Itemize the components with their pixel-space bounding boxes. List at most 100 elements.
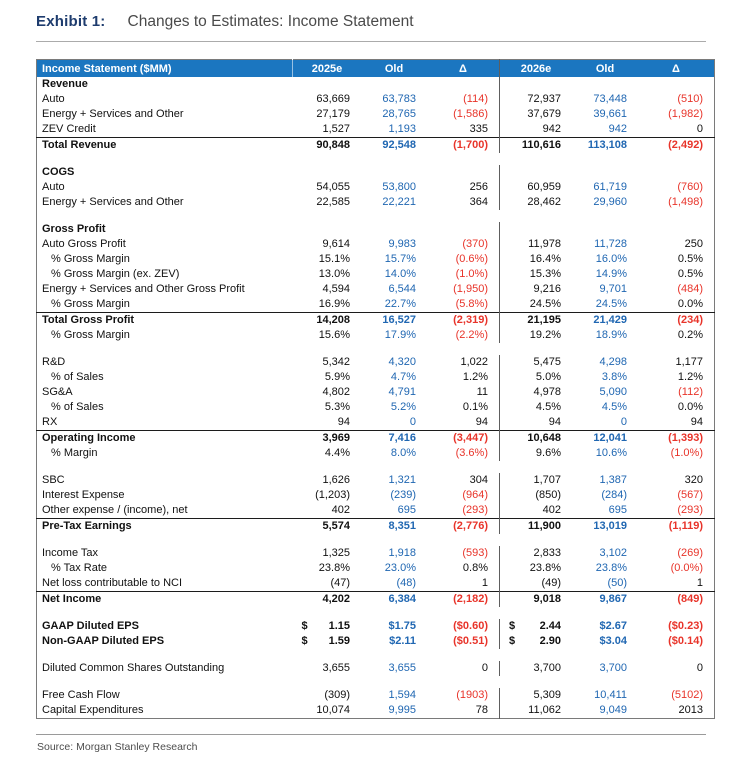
spacer-row (37, 210, 715, 222)
cell-2026e-old: 24.5% (595, 298, 627, 310)
cell-2026e: 9.6% (535, 447, 561, 459)
table-row (37, 343, 715, 355)
cell-2026e-delta: (2,492) (638, 137, 715, 153)
cell-2025e: 3,969 (292, 430, 361, 446)
source-note: Source: Morgan Stanley Research (37, 741, 198, 753)
cell-2025e-delta: 0 (427, 661, 500, 676)
row-label: Total Revenue (36, 137, 293, 153)
cell-2026e: 942 (542, 123, 561, 135)
footer-divider (36, 734, 706, 735)
row-label: Net Income (36, 591, 293, 607)
cell-2026e-old: $2.67 (599, 620, 627, 632)
column-header-2025e-old: Old (361, 59, 427, 77)
cell-2025e-delta: (1,586) (427, 107, 500, 122)
cell-2025e-delta (427, 165, 500, 180)
cell-2026e-old: 5,090 (599, 386, 627, 398)
spacer-row (37, 607, 715, 619)
table-row: % Gross Margin (ex. ZEV) 13.0% 14.0% (1.0%)… (37, 267, 715, 282)
table-row (37, 153, 715, 165)
cell-2026e-delta: 0.0% (677, 401, 703, 413)
column-header-2025e: 2025e (292, 59, 361, 77)
cell-2025e-delta: (3,447) (427, 430, 500, 446)
cell-2025e-delta (427, 222, 500, 237)
spacer-row (37, 676, 715, 688)
table-row (37, 534, 715, 546)
header-divider (36, 41, 706, 42)
cell-2025e-old: $2.11 (389, 635, 416, 647)
cell-2025e-old: 15.7% (384, 253, 416, 265)
cell-2026e-delta (638, 165, 715, 180)
cell-2026e-delta: (849) (638, 591, 715, 607)
cell-2025e-delta: 1.2% (427, 370, 500, 385)
cell-2025e-old: 5.2% (390, 401, 416, 413)
cell-2026e: 37,679 (527, 108, 561, 120)
cell-2025e-delta: (1,700) (427, 137, 500, 153)
cell-2026e-delta: 0.2% (677, 329, 703, 341)
row-label: % Gross Margin (ex. ZEV) (51, 268, 180, 280)
cell-2025e (293, 77, 362, 92)
cell-2026e: 402 (542, 504, 561, 516)
row-label: % Gross Margin (51, 329, 130, 341)
row-label: RX (42, 416, 58, 428)
cell-2025e-delta: (2.2%) (427, 328, 500, 343)
cell-2025e: 16.9% (318, 298, 350, 310)
table-body: Revenue Auto 63,669 63,783 (114) 72,937 73,448… (36, 77, 715, 719)
table-row: % of Sales 5.9% 4.7% 1.2% 5.0% 3.8% 1.2% (37, 370, 715, 385)
cell-2026e: 9,216 (533, 283, 561, 295)
cell-2026e-old: 9,867 (572, 591, 638, 607)
page: Exhibit 1: Changes to Estimates: Income … (36, 13, 715, 753)
table-row: RX 94 0 94 94 0 94 (37, 415, 715, 431)
cell-2026e-old: 23.8% (595, 562, 627, 574)
cell-2026e-old: 73,448 (593, 93, 627, 105)
cell-2025e-old: 4.7% (390, 371, 416, 383)
cell-2025e-delta: 0.8% (427, 561, 500, 576)
cell-2026e-delta: (484) (677, 283, 703, 295)
cell-2026e-delta: (1,498) (668, 196, 703, 208)
row-label: Income Tax (42, 547, 99, 559)
row-label: Energy + Services and Other Gross Profit (42, 283, 245, 295)
cell-2025e-delta: ($0.60) (427, 619, 500, 634)
cell-2026e-old: 10.6% (595, 447, 627, 459)
cell-2026e: 5.0% (535, 371, 561, 383)
cell-2025e-old: 92,548 (361, 137, 427, 153)
table-row: Auto 63,669 63,783 (114) 72,937 73,448 (510) (37, 92, 715, 107)
cell-2025e-old: 6,384 (361, 591, 427, 607)
table-row: % Tax Rate 23.8% 23.0% 0.8% 23.8% 23.8% (0.0%) (37, 561, 715, 576)
cell-2026e-delta: 250 (684, 238, 703, 250)
cell-2026e: 28,462 (527, 196, 561, 208)
cell-2025e-delta (427, 77, 500, 92)
cell-2026e-old: 3.8% (601, 371, 627, 383)
currency-symbol: $ (509, 635, 516, 647)
cell-2026e: 72,937 (527, 93, 561, 105)
cell-2026e-delta: 0.5% (677, 268, 703, 280)
cell-2026e-old: 9,049 (599, 704, 627, 716)
cell-2025e-old: 28,765 (382, 108, 416, 120)
table-row: Gross Profit (37, 222, 715, 237)
cell-2025e: 10,074 (316, 704, 350, 716)
cell-2025e-delta: 1,022 (427, 355, 500, 370)
column-header-2026e: 2026e (499, 59, 572, 77)
cell-2025e-delta: (2,319) (427, 312, 500, 328)
cell-2026e (500, 165, 573, 180)
spacer-row (37, 461, 715, 473)
cell-2026e-old: 4.5% (601, 401, 627, 413)
table-row: Capital Expenditures 10,074 9,995 78 11,062 9… (37, 703, 715, 719)
cell-2025e-old: 14.0% (384, 268, 416, 280)
table-row: % Gross Margin 15.6% 17.9% (2.2%) 19.2% 18.9%… (37, 328, 715, 343)
row-label: Interest Expense (42, 489, 125, 501)
cell-2025e-old: 4,320 (388, 356, 416, 368)
column-header-2026e-delta: Δ (638, 59, 715, 77)
table-row (37, 649, 715, 661)
cell-2026e: 19.2% (529, 329, 561, 341)
cell-2025e-old (361, 222, 427, 237)
cell-2025e-delta: (593) (427, 546, 500, 561)
cell-2025e-delta: (1.0%) (427, 267, 500, 282)
cell-2025e-delta: (1,950) (427, 282, 500, 297)
cell-2026e: 110,616 (499, 137, 572, 153)
table-row: Total Revenue 90,848 92,548 (1,700) 110,616 1… (36, 137, 715, 153)
table-row: Auto Gross Profit 9,614 9,983 (370) 11,978 11… (37, 237, 715, 252)
table-row: Energy + Services and Other 27,179 28,765 (… (37, 107, 715, 122)
cell-2026e: 10,648 (499, 430, 572, 446)
cell-2025e: 22,585 (316, 196, 350, 208)
row-label: % Gross Margin (51, 298, 130, 310)
